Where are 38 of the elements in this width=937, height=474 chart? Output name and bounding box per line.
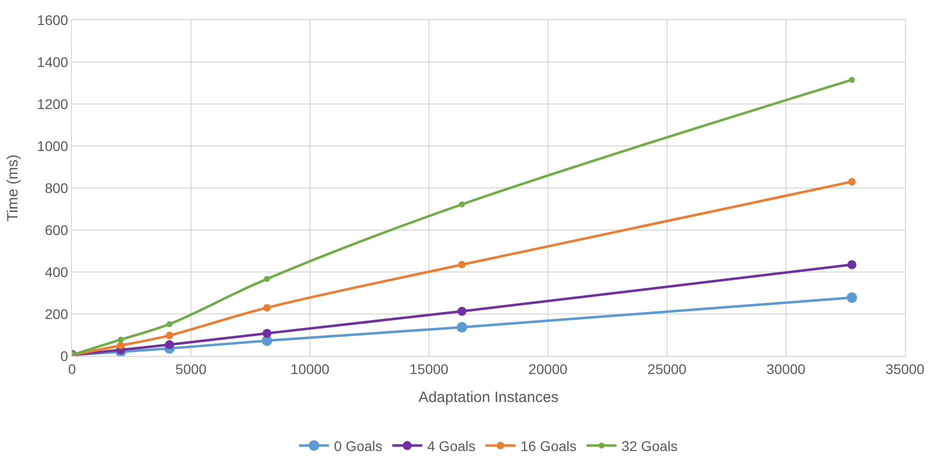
legend-label: 0 Goals bbox=[334, 438, 382, 454]
point bbox=[458, 201, 465, 208]
y-axis-title: Time (ms) bbox=[4, 154, 22, 222]
y-tick-label: 1000 bbox=[37, 138, 68, 154]
x-tick-label: 35000 bbox=[886, 360, 925, 377]
point bbox=[848, 178, 856, 186]
point bbox=[166, 332, 174, 340]
point bbox=[262, 328, 272, 338]
y-tick-label: 200 bbox=[44, 306, 68, 322]
point bbox=[166, 321, 172, 328]
y-tick-label: 1200 bbox=[37, 96, 68, 112]
point bbox=[118, 336, 124, 343]
x-tick-label: 5000 bbox=[175, 360, 207, 377]
point bbox=[263, 304, 271, 312]
point bbox=[164, 340, 174, 350]
point bbox=[264, 276, 270, 282]
point bbox=[456, 322, 468, 332]
x-axis-title: Adaptation Instances bbox=[418, 388, 559, 406]
point bbox=[116, 342, 124, 350]
legend-label: 4 Goals bbox=[427, 438, 476, 454]
x-tick-label: 30000 bbox=[766, 360, 806, 377]
point bbox=[846, 292, 858, 303]
point bbox=[848, 76, 855, 83]
y-tick-label: 1400 bbox=[37, 54, 68, 70]
point bbox=[458, 260, 466, 268]
x-tick-label: 20000 bbox=[528, 360, 568, 377]
x-tick-label: 10000 bbox=[290, 360, 330, 377]
y-tick-label: 800 bbox=[44, 180, 68, 196]
y-tick-label: 1600 bbox=[37, 12, 68, 28]
point bbox=[847, 260, 856, 270]
legend-label: 32 Goals bbox=[622, 438, 678, 454]
x-tick-label: 15000 bbox=[410, 360, 449, 377]
legend-label: 16 Goals bbox=[520, 438, 577, 454]
point bbox=[457, 306, 466, 316]
y-tick-label: 0 bbox=[60, 348, 68, 364]
x-tick-label: 25000 bbox=[648, 360, 687, 377]
y-tick-label: 400 bbox=[44, 264, 68, 280]
y-tick-label: 600 bbox=[44, 222, 68, 238]
